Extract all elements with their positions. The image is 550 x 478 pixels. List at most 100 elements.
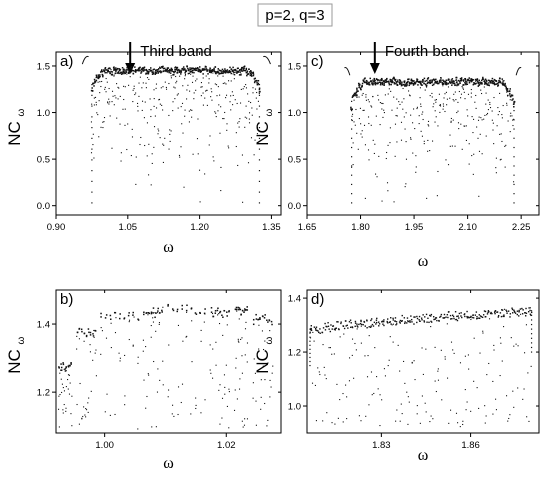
chart-1-point <box>90 121 92 123</box>
chart-2-point <box>472 83 475 86</box>
chart-4-point <box>394 320 396 322</box>
chart-3-point <box>255 318 258 320</box>
chart-4-point <box>336 383 338 385</box>
chart-1-point <box>113 66 115 68</box>
chart-4-point <box>309 331 311 333</box>
chart-1-point <box>149 67 152 69</box>
chart-2-point <box>508 94 510 96</box>
chart-2-point <box>364 197 366 199</box>
chart-1-point <box>145 87 147 89</box>
chart-1-point <box>148 69 151 71</box>
chart-1-point <box>99 71 102 73</box>
chart-2-point <box>457 101 459 103</box>
chart-3-point <box>62 387 64 389</box>
chart-2-point <box>451 81 453 84</box>
chart-3-point <box>157 307 159 310</box>
chart-1-point <box>214 66 217 68</box>
chart-2-point <box>410 78 413 81</box>
chart-4-point <box>449 314 452 317</box>
chart-1-point <box>124 86 126 88</box>
chart-3-point <box>85 416 87 418</box>
chart-2-point <box>501 82 504 84</box>
chart-4-point <box>351 354 353 356</box>
chart-2-point <box>433 79 436 81</box>
chart-1-point <box>172 101 174 103</box>
chart-2-point <box>362 80 365 82</box>
chart-1-point <box>138 67 141 69</box>
chart-1-point <box>135 69 137 72</box>
chart-2-point <box>513 101 516 103</box>
chart-2-point <box>398 101 400 103</box>
chart-2-point <box>373 152 375 155</box>
chart-1-point <box>226 71 228 74</box>
chart-2-point <box>351 146 353 149</box>
chart-3-point <box>264 379 266 381</box>
chart-4-point <box>414 379 416 381</box>
chart-1-point <box>91 191 93 193</box>
chart-3-point <box>147 314 149 316</box>
chart-4-point <box>406 317 409 319</box>
chart-1-point <box>154 69 157 72</box>
chart-1-point <box>130 66 133 68</box>
chart-1-point <box>137 69 140 72</box>
chart-2-point <box>375 78 378 80</box>
chart-1-point <box>258 84 261 86</box>
chart-4-x-tick-label: 1.86 <box>461 440 480 451</box>
chart-1-point <box>105 69 107 71</box>
chart-1-point <box>100 85 102 88</box>
chart-2-point <box>460 123 462 125</box>
chart-2-point <box>392 81 394 83</box>
chart-2-point <box>372 79 374 81</box>
chart-3-point <box>242 426 244 428</box>
chart-3-point <box>243 308 246 310</box>
chart-1-point <box>237 164 239 167</box>
chart-4-point <box>461 316 463 319</box>
chart-2-point <box>405 112 407 114</box>
chart-4-point <box>525 307 527 310</box>
chart-2-data-points <box>344 67 522 204</box>
chart-1-point <box>246 71 248 73</box>
chart-3-point <box>239 308 242 311</box>
chart-1-point <box>187 69 190 72</box>
chart-1-point <box>237 70 239 73</box>
chart-3-point <box>60 369 63 371</box>
chart-3-point <box>186 304 188 307</box>
chart-2-point <box>360 86 363 88</box>
chart-2-point <box>485 79 488 82</box>
chart-1-point <box>214 72 217 74</box>
chart-3-point <box>212 315 215 318</box>
chart-3-point <box>269 396 271 398</box>
chart-1-point <box>138 82 140 84</box>
chart-4-point <box>526 416 528 418</box>
chart-2-point <box>381 79 383 82</box>
chart-1-point <box>141 109 143 111</box>
chart-3-point <box>90 390 92 392</box>
chart-3-point <box>167 303 169 306</box>
chart-4-point <box>337 417 339 419</box>
chart-1-point <box>188 72 191 74</box>
chart-2-point <box>383 80 385 83</box>
chart-4-point <box>515 343 517 345</box>
chart-3-point <box>89 334 92 336</box>
chart-1-point <box>220 166 222 168</box>
chart-3-point <box>62 362 64 364</box>
chart-2-point <box>460 77 463 79</box>
chart-1-point <box>116 67 119 70</box>
chart-1-point <box>249 74 252 77</box>
chart-4-point <box>519 308 522 310</box>
chart-2-point <box>434 121 436 123</box>
chart-4-point <box>432 418 434 420</box>
chart-2-point <box>497 85 499 87</box>
chart-4-point <box>368 404 370 406</box>
chart-3-point <box>217 314 219 316</box>
chart-4-point <box>399 322 401 324</box>
chart-1-point <box>128 72 130 75</box>
chart-3-point <box>182 340 184 342</box>
chart-3-point <box>200 340 202 342</box>
chart-1-point <box>210 96 212 98</box>
chart-1-point <box>181 102 184 104</box>
chart-4-point <box>363 320 365 323</box>
chart-3-point <box>257 318 259 321</box>
chart-3-point <box>233 409 236 411</box>
chart-4-point <box>494 310 497 312</box>
